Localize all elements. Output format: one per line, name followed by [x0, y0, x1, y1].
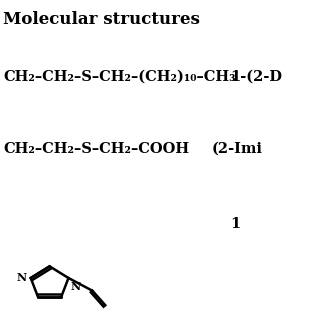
Text: CH₂–CH₂–S–CH₂–(CH₂)₁₀–CH₃: CH₂–CH₂–S–CH₂–(CH₂)₁₀–CH₃	[3, 70, 236, 84]
Text: Molecular structures: Molecular structures	[3, 11, 200, 28]
Text: CH₂–CH₂–S–CH₂–COOH: CH₂–CH₂–S–CH₂–COOH	[3, 142, 189, 156]
Text: 1-(2-D: 1-(2-D	[230, 70, 282, 84]
Text: (2-Imi: (2-Imi	[211, 142, 262, 156]
Text: 1: 1	[230, 217, 241, 231]
Text: N: N	[17, 272, 27, 283]
Text: N: N	[70, 281, 80, 292]
